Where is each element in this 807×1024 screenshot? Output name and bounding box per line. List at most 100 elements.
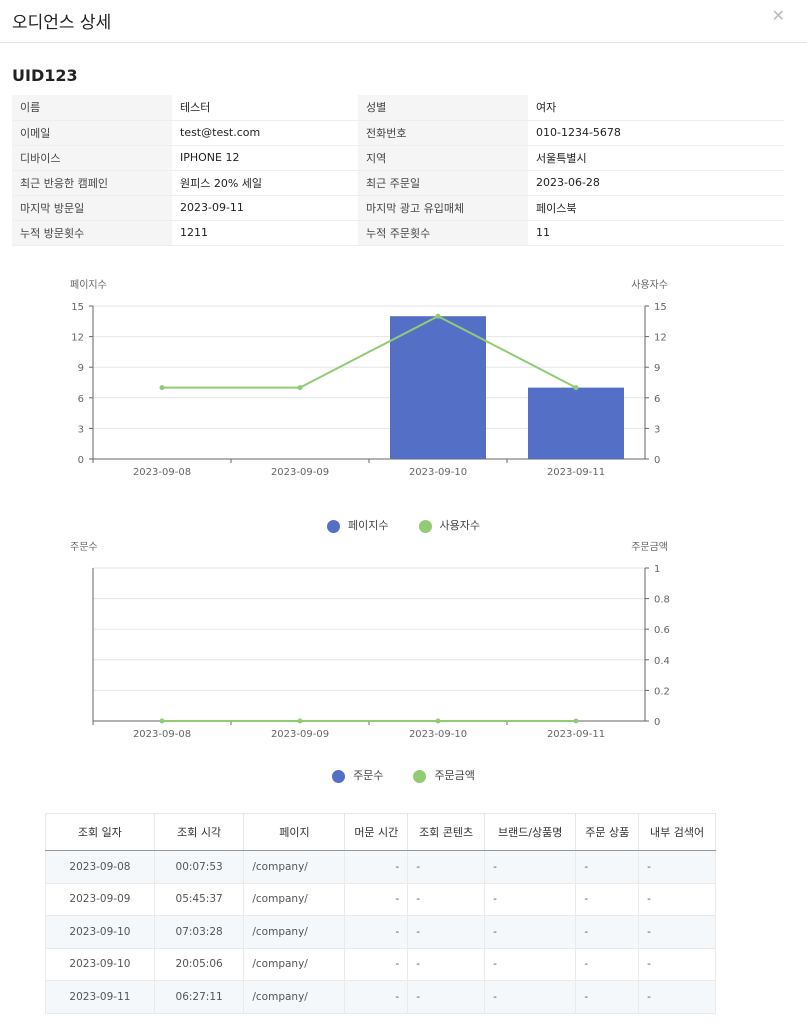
- table-cell: -: [484, 850, 577, 884]
- legend-item[interactable]: 주문수: [332, 767, 383, 783]
- table-cell: -: [407, 980, 486, 1014]
- line-point: [435, 718, 441, 724]
- info-value: 2023-09-11: [172, 195, 358, 221]
- table-cell: -: [344, 915, 409, 949]
- table-cell: -: [638, 915, 716, 949]
- table-cell: -: [575, 850, 640, 884]
- x-tick-label: 2023-09-11: [547, 729, 605, 740]
- table-row[interactable]: 2023-09-11 06:27:11/company/- - - - -: [45, 980, 716, 1014]
- info-value: 1211: [172, 220, 358, 246]
- column-header[interactable]: 조회 시각: [153, 813, 245, 851]
- table-row[interactable]: 2023-09-10 07:03:28/company/- - - - -: [45, 915, 716, 949]
- x-tick-label: 2023-09-08: [133, 467, 191, 478]
- left-axis-title: 주문수: [70, 541, 98, 553]
- left-tick-label: 3: [78, 424, 84, 435]
- info-value: 페이스북: [528, 195, 784, 221]
- left-tick-label: 0: [78, 455, 84, 466]
- line-point: [159, 385, 165, 391]
- info-value: 원피스 20% 세일: [172, 170, 358, 196]
- table-cell: /company/: [243, 915, 346, 949]
- column-header[interactable]: 주문 상품: [575, 813, 640, 851]
- info-label: 누적 주문횟수: [358, 220, 528, 246]
- x-tick-label: 2023-09-08: [133, 729, 191, 740]
- right-tick-label: 0.6: [654, 625, 670, 636]
- table-cell: -: [407, 947, 486, 981]
- table-cell: 20:05:06: [153, 947, 245, 981]
- right-tick-label: 0: [654, 455, 660, 466]
- bar: [390, 316, 486, 459]
- info-row: 이름 테스터 성별 여자: [12, 95, 784, 121]
- order-chart-legend: 주문수 주문금액: [0, 767, 807, 783]
- modal-header: 오디언스 상세 ✕: [0, 0, 807, 43]
- left-tick-label: 6: [78, 394, 84, 405]
- table-row[interactable]: 2023-09-08 00:07:53/company/- - - - -: [45, 850, 716, 884]
- line-point: [435, 313, 441, 319]
- table-cell: /company/: [243, 980, 346, 1014]
- table-cell: 06:27:11: [153, 980, 245, 1014]
- right-tick-label: 1: [654, 564, 660, 575]
- info-row: 마지막 방문일 2023-09-11 마지막 광고 유입매체 페이스북: [12, 195, 784, 221]
- line-point: [297, 718, 303, 724]
- info-value: 2023-06-28: [528, 170, 784, 196]
- info-value: 11: [528, 220, 784, 246]
- legend-dot-icon: [413, 769, 427, 783]
- info-row: 최근 반응한 캠페인 원피스 20% 세일 최근 주문일 2023-06-28: [12, 170, 784, 196]
- legend-dot-icon: [327, 519, 341, 533]
- left-axis-title: 페이지수: [70, 279, 107, 291]
- table-cell: -: [484, 980, 577, 1014]
- column-header[interactable]: 브랜드/상품명: [484, 813, 577, 851]
- info-label: 이름: [12, 95, 172, 121]
- modal-title: 오디언스 상세: [12, 13, 112, 33]
- table-cell: -: [638, 947, 716, 981]
- table-cell: -: [638, 980, 716, 1014]
- column-header[interactable]: 조회 콘텐츠: [407, 813, 486, 851]
- table-cell: -: [484, 882, 577, 916]
- info-value: 010-1234-5678: [528, 120, 784, 146]
- pageview-chart: 페이지수 사용자수 0 3 6 9 12 15 0 3 6 9 12 15 2023-09-08 2023-0…: [70, 279, 668, 478]
- table-cell: -: [575, 882, 640, 916]
- column-header[interactable]: 조회 일자: [45, 813, 155, 851]
- table-cell: 00:07:53: [153, 850, 245, 884]
- legend-item[interactable]: 페이지수: [327, 517, 389, 533]
- legend-item[interactable]: 사용자수: [418, 517, 480, 533]
- table-cell: /company/: [243, 947, 346, 981]
- legend-label: 페이지수: [348, 519, 389, 532]
- table-row[interactable]: 2023-09-10 20:05:06/company/- - - - -: [45, 947, 716, 981]
- legend-label: 사용자수: [439, 519, 480, 532]
- info-label: 지역: [358, 145, 528, 171]
- table-row[interactable]: 2023-09-09 05:45:37/company/- - - - -: [45, 882, 716, 916]
- right-tick-label: 0.2: [654, 686, 670, 697]
- table-cell: -: [575, 915, 640, 949]
- close-icon[interactable]: ✕: [771, 6, 785, 25]
- right-tick-label: 6: [654, 394, 660, 405]
- info-label: 이메일: [12, 120, 172, 146]
- table-cell: 07:03:28: [153, 915, 245, 949]
- table-cell: -: [638, 850, 716, 884]
- legend-item[interactable]: 주문금액: [413, 767, 475, 783]
- table-cell: -: [575, 947, 640, 981]
- left-tick-label: 12: [71, 333, 84, 344]
- info-label: 마지막 방문일: [12, 195, 172, 221]
- info-row: 누적 방문횟수 1211 누적 주문횟수 11: [12, 220, 784, 246]
- right-axis-title: 주문금액: [631, 541, 668, 553]
- table-cell: 2023-09-09: [45, 882, 155, 916]
- right-tick-label: 3: [654, 424, 660, 435]
- info-label: 성별: [358, 95, 528, 121]
- right-tick-label: 0.8: [654, 595, 670, 606]
- right-axis-title: 사용자수: [631, 279, 668, 291]
- table-cell: -: [638, 882, 716, 916]
- column-header[interactable]: 내부 검색어: [638, 813, 716, 851]
- legend-label: 주문금액: [434, 769, 475, 782]
- legend-dot-icon: [418, 519, 432, 533]
- table-cell: 2023-09-11: [45, 980, 155, 1014]
- x-tick-label: 2023-09-10: [409, 467, 467, 478]
- table-cell: /company/: [243, 882, 346, 916]
- info-value: 테스터: [172, 95, 358, 121]
- info-value: 여자: [528, 95, 784, 121]
- column-header[interactable]: 머문 시간: [344, 813, 409, 851]
- line-point: [573, 718, 579, 724]
- left-tick-label: 9: [78, 363, 84, 374]
- table-cell: -: [344, 947, 409, 981]
- column-header[interactable]: 페이지: [243, 813, 346, 851]
- user-id: UID123: [12, 66, 78, 85]
